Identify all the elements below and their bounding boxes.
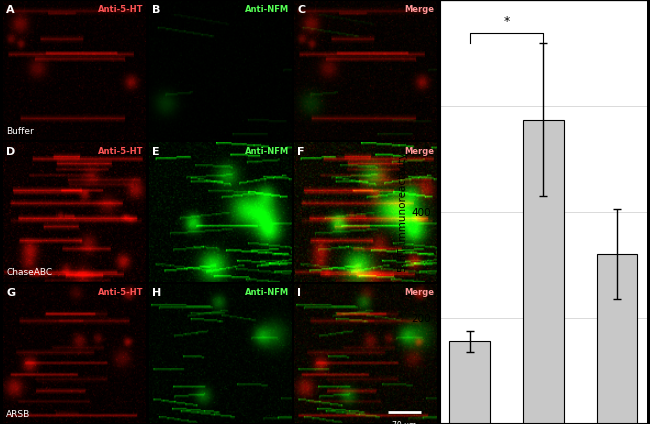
Text: Anti-5-HT: Anti-5-HT xyxy=(98,5,143,14)
Text: Anti-5-HT: Anti-5-HT xyxy=(98,288,143,297)
Text: Merge: Merge xyxy=(404,147,434,156)
Text: H: H xyxy=(151,288,161,298)
Y-axis label: 5-HT immunoreactivity: 5-HT immunoreactivity xyxy=(398,152,408,272)
Text: Anti-5-HT: Anti-5-HT xyxy=(98,147,143,156)
Text: Anti-NFM: Anti-NFM xyxy=(244,5,289,14)
Text: B: B xyxy=(151,5,160,15)
Text: G: G xyxy=(6,288,15,298)
Text: A: A xyxy=(6,5,15,15)
Text: D: D xyxy=(6,147,16,156)
Text: Merge: Merge xyxy=(404,288,434,297)
Text: *: * xyxy=(503,15,510,28)
Text: Anti-NFM: Anti-NFM xyxy=(244,147,289,156)
Text: Buffer: Buffer xyxy=(6,127,34,136)
Text: Merge: Merge xyxy=(404,5,434,14)
Text: ARSB: ARSB xyxy=(6,410,31,419)
Bar xyxy=(449,341,490,423)
Bar xyxy=(597,254,638,423)
Text: F: F xyxy=(297,147,305,156)
Text: C: C xyxy=(297,5,306,15)
Text: E: E xyxy=(151,147,159,156)
Text: 70 μm: 70 μm xyxy=(393,421,417,424)
Text: ChaseABC: ChaseABC xyxy=(6,268,52,277)
Bar xyxy=(523,120,564,423)
Text: I: I xyxy=(297,288,301,298)
Text: Anti-NFM: Anti-NFM xyxy=(244,288,289,297)
